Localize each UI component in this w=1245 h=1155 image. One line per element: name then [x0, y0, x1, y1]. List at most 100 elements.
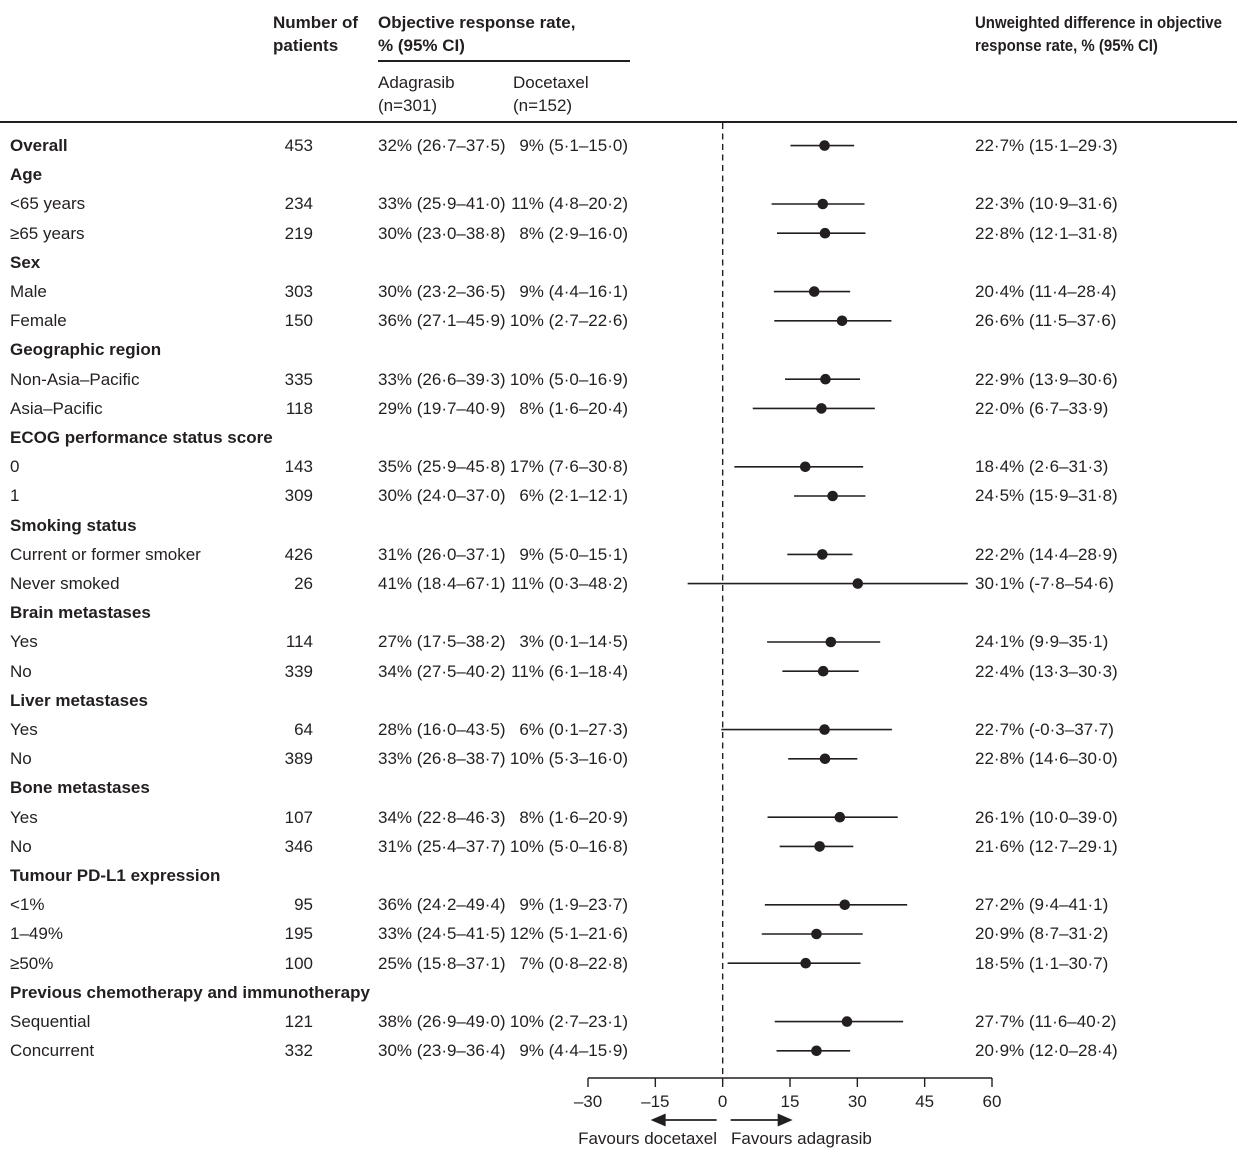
- table-row: Asia–Pacific 118 29% (19·7–40·9) 8% (1·6–20…: [0, 394, 1245, 423]
- subheader-docetaxel: Docetaxel (n=152): [513, 71, 589, 117]
- patients-count: 339: [284, 661, 313, 681]
- docetaxel-orr: 6% (0·1–27·3): [519, 720, 628, 739]
- patients-count: 26: [294, 574, 313, 593]
- table-row: Non-Asia–Pacific 335 33% (26·6–39·3) 10% (5…: [0, 365, 1245, 394]
- header-separator-rule: [0, 121, 1237, 123]
- adagrasib-orr: 33% (24·5–41·5): [378, 924, 506, 944]
- subgroup-label: Tumour PD-L1 expression: [10, 866, 221, 885]
- docetaxel-orr: 9% (5·0–15·1): [519, 544, 628, 564]
- point-estimate-marker: [819, 140, 830, 151]
- difference-value: 18·4% (2·6–31·3): [975, 457, 1109, 477]
- patients-count: 100: [284, 953, 313, 973]
- adagrasib-orr: 28% (16·0–43·5): [378, 720, 506, 739]
- docetaxel-orr: 11% (4·8–20·2): [511, 194, 628, 214]
- point-estimate-marker: [819, 227, 831, 239]
- subgroup-label: Sequential: [10, 1012, 91, 1031]
- adagrasib-orr: 34% (27·5–40·2): [378, 661, 506, 681]
- column-header-patients: Number of patients: [273, 11, 358, 57]
- subgroup-label: Sex: [10, 252, 41, 272]
- patients-count: 346: [284, 836, 313, 856]
- subgroup-label: <65 years: [10, 194, 86, 214]
- table-row: 1–49% 195 33% (24·5–41·5) 12% (5·1–21·6) 20·…: [0, 919, 1245, 948]
- docetaxel-orr: 7% (0·8–22·8): [519, 953, 628, 973]
- favours-left-label: Favours docetaxel: [578, 1129, 717, 1148]
- difference-value: 27·7% (11·6–40·2): [975, 1012, 1117, 1031]
- point-estimate-marker: [820, 373, 831, 385]
- docetaxel-orr: 8% (1·6–20·9): [519, 807, 628, 827]
- subheader-adagrasib-name: Adagrasib: [378, 73, 455, 92]
- docetaxel-orr: 10% (5·0–16·8): [509, 836, 628, 856]
- subgroup-label: Overall: [10, 136, 68, 155]
- table-row: No 346 31% (25·4–37·7) 10% (5·0–16·8) 21·6% …: [0, 832, 1245, 861]
- x-axis-tick-label: 60: [983, 1092, 1002, 1111]
- subheader-adagrasib-n: (n=301): [378, 96, 438, 115]
- group-header-row: Geographic region: [0, 335, 1245, 364]
- adagrasib-orr: 30% (23·2–36·5): [378, 282, 506, 301]
- column-header-patients-line1: Number of: [273, 13, 358, 32]
- point-estimate-marker: [817, 198, 829, 210]
- point-estimate-marker: [825, 636, 837, 648]
- subgroup-label: No: [10, 749, 32, 769]
- docetaxel-orr: 8% (2·9–16·0): [519, 223, 628, 243]
- subgroup-label: Geographic region: [10, 340, 162, 360]
- column-header-orr-line2: % (95% CI): [378, 36, 465, 55]
- adagrasib-orr: 30% (23·9–36·4): [378, 1041, 506, 1061]
- docetaxel-orr: 6% (2·1–12·1): [519, 486, 628, 506]
- subgroup-label: Liver metastases: [10, 690, 148, 710]
- table-row: ≥50% 100 25% (15·8–37·1) 7% (0·8–22·8) 18·5%…: [0, 949, 1245, 978]
- adagrasib-orr: 36% (24·2–49·4): [378, 895, 506, 915]
- x-axis-tick-label: –30: [574, 1092, 602, 1111]
- table-row: 0 143 35% (25·9–45·8) 17% (7·6–30·8) 18·4% (…: [0, 452, 1245, 481]
- adagrasib-orr: 41% (18·4–67·1): [378, 574, 506, 593]
- difference-value: 22·3% (10·9–31·6): [975, 194, 1118, 214]
- group-header-row: Age: [0, 160, 1245, 189]
- table-row: Female 150 36% (27·1–45·9) 10% (2·7–22·6) 26…: [0, 306, 1245, 335]
- group-header-row: Sex: [0, 248, 1245, 277]
- column-header-orr: Objective response rate, % (95% CI): [378, 11, 575, 57]
- table-row: Yes 107 34% (22·8–46·3) 8% (1·6–20·9) 26·1% …: [0, 803, 1245, 832]
- table-row: ≥65 years 219 30% (23·0–38·8) 8% (2·9–16·0)…: [0, 219, 1245, 248]
- column-header-difference: Unweighted difference in objective respo…: [975, 11, 1222, 57]
- favours-left-arrow-head-icon: [650, 1113, 666, 1127]
- patients-count: 150: [284, 311, 313, 331]
- x-axis-tick-label: 30: [848, 1092, 867, 1111]
- docetaxel-orr: 11% (6·1–18·4): [511, 661, 628, 681]
- table-row: No 339 34% (27·5–40·2) 11% (6·1–18·4) 22·4% …: [0, 657, 1245, 686]
- subgroup-label: ECOG performance status score: [10, 428, 273, 447]
- patients-count: 303: [284, 282, 313, 301]
- group-header-row: Tumour PD-L1 expression: [0, 861, 1245, 890]
- subgroup-label: Yes: [10, 807, 38, 827]
- point-estimate-marker: [808, 286, 820, 297]
- x-axis-tick-label: 0: [718, 1092, 727, 1111]
- docetaxel-orr: 10% (5·0–16·9): [509, 369, 628, 389]
- difference-value: 24·1% (9·9–35·1): [975, 632, 1109, 652]
- adagrasib-orr: 27% (17·5–38·2): [378, 632, 506, 652]
- table-row: Male 303 30% (23·2–36·5) 9% (4·4–16·1) 20·4%…: [0, 277, 1245, 306]
- favours-right-label: Favours adagrasib: [731, 1129, 872, 1148]
- table-row: Concurrent 332 30% (23·9–36·4) 9% (4·4–15·9…: [0, 1036, 1245, 1065]
- subgroup-label: Previous chemotherapy and immunotherapy: [10, 982, 370, 1002]
- point-estimate-marker: [839, 899, 851, 911]
- point-estimate-marker: [816, 403, 827, 414]
- adagrasib-orr: 35% (25·9–45·8): [378, 457, 506, 477]
- subgroup-label: Bone metastases: [10, 778, 150, 798]
- point-estimate-marker: [827, 490, 838, 502]
- subgroup-label: Age: [10, 165, 43, 185]
- x-axis-tick-label: 15: [781, 1092, 800, 1111]
- adagrasib-orr: 34% (22·8–46·3): [378, 807, 506, 827]
- table-row: Yes 64 28% (16·0–43·5) 6% (0·1–27·3) 22·7% (…: [0, 715, 1245, 744]
- subgroup-label: Smoking status: [10, 515, 137, 535]
- table-row: Sequential 121 38% (26·9–49·0) 10% (2·7–23·…: [0, 1007, 1245, 1036]
- docetaxel-orr: 10% (5·3–16·0): [509, 749, 628, 769]
- point-estimate-marker: [799, 461, 811, 473]
- docetaxel-orr: 10% (2·7–23·1): [509, 1012, 628, 1031]
- group-header-row: Previous chemotherapy and immunotherapy: [0, 978, 1245, 1007]
- subgroup-label: Brain metastases: [10, 603, 151, 623]
- subgroup-label: Yes: [10, 720, 38, 739]
- docetaxel-orr: 17% (7·6–30·8): [509, 457, 628, 477]
- patients-count: 107: [284, 807, 313, 827]
- difference-value: 22·0% (6·7–33·9): [975, 398, 1109, 418]
- subgroup-label: 1–49%: [10, 924, 63, 944]
- table-row: 1 309 30% (24·0–37·0) 6% (2·1–12·1) 24·5% (1…: [0, 481, 1245, 510]
